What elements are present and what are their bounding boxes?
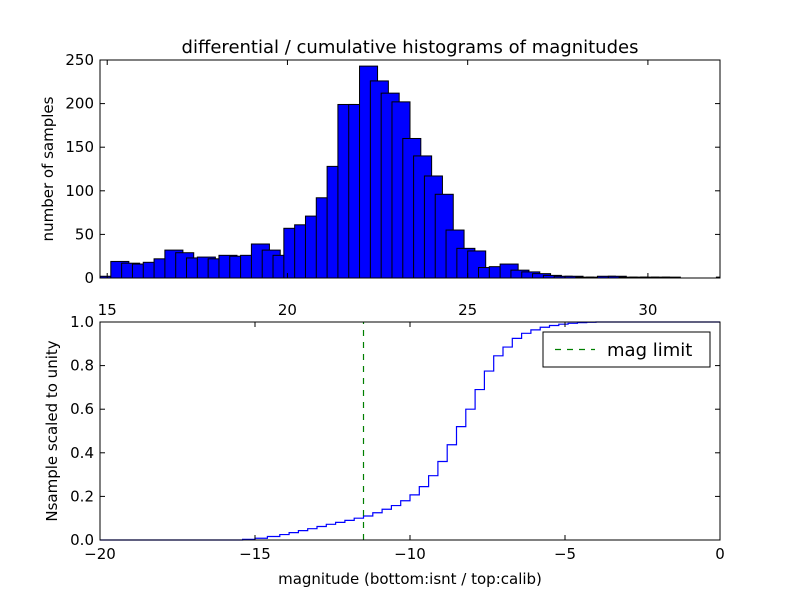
cumulative-y-tick-label: 0.2	[70, 487, 94, 505]
histogram-x-tick-label: 15	[98, 301, 117, 319]
cumulative-axes: −20 −15 −10 −5 0 0.0 0.2 0.4 0.6 0.8 1.0 Nsample s…	[43, 313, 725, 563]
x-axis-label: magnitude (bottom:isnt / top:calib)	[278, 570, 542, 588]
histogram-x-tick-label: 25	[458, 301, 477, 319]
cumulative-y-tick-label: 0.8	[70, 357, 94, 375]
cumulative-y-tick-label: 0.4	[70, 444, 94, 462]
cumulative-y-label: Nsample scaled to unity	[43, 340, 61, 521]
histogram-y-tick-label: 150	[65, 138, 94, 156]
cumulative-x-tick-label: 0	[715, 545, 725, 563]
cumulative-ticks: −20 −15 −10 −5 0 0.0 0.2 0.4 0.6 0.8 1.0	[70, 313, 725, 563]
histogram-y-tick-label: 200	[65, 95, 94, 113]
histogram-frame	[99, 59, 721, 279]
histogram-ticks: 15 20 25 30 0 50 100 150 200 250	[65, 51, 720, 319]
cumulative-step-line	[100, 321, 720, 541]
legend-label-mag-limit: mag limit	[607, 340, 692, 361]
histogram-axes: 15 20 25 30 0 50 100 150 200 250 number of sample…	[39, 51, 721, 319]
cumulative-x-tick-label: −20	[84, 545, 116, 563]
histogram-x-tick-label: 20	[278, 301, 297, 319]
cumulative-y-tick-label: 0.0	[70, 531, 94, 549]
histogram-y-label: number of samples	[39, 96, 57, 241]
cumulative-lines	[100, 321, 720, 541]
cumulative-x-tick-label: −5	[554, 545, 576, 563]
cumulative-x-tick-label: −15	[239, 545, 271, 563]
cumulative-x-tick-label: −10	[394, 545, 426, 563]
cumulative-y-tick-label: 0.6	[70, 400, 94, 418]
histogram-y-tick-label: 0	[84, 269, 94, 287]
histogram-y-tick-label: 100	[65, 182, 94, 200]
histogram-x-tick-label: 30	[638, 301, 657, 319]
histogram-y-tick-label: 50	[75, 225, 94, 243]
histogram-y-tick-label: 250	[65, 51, 94, 69]
legend: mag limit	[542, 331, 711, 368]
cumulative-y-tick-label: 1.0	[70, 313, 94, 331]
figure-title: differential / cumulative histograms of …	[182, 37, 639, 58]
